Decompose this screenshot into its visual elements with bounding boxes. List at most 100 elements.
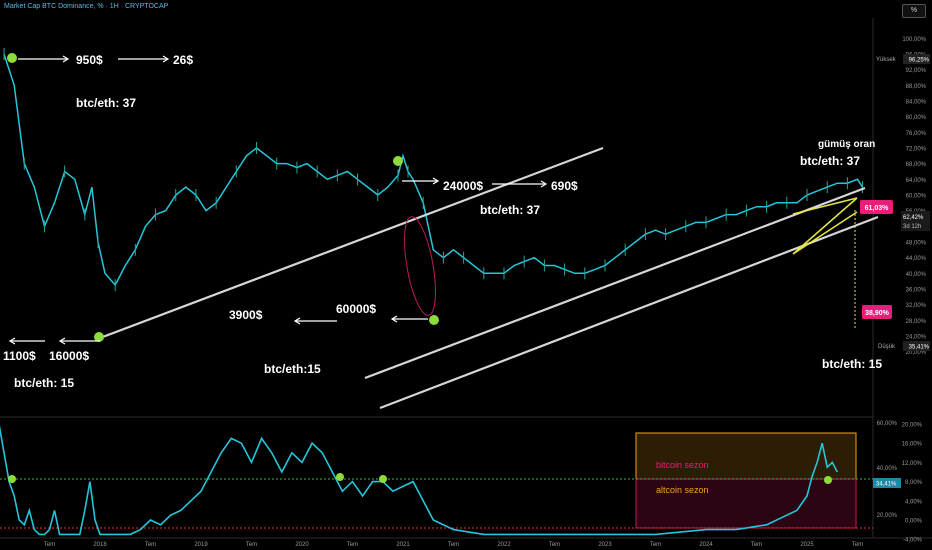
label-1100: 1100$ xyxy=(3,349,36,363)
y-tick-label: 88,00% xyxy=(906,84,927,90)
triangle-pattern xyxy=(792,197,858,255)
y-tick-label: 44,00% xyxy=(906,256,927,262)
osc-y-tick-label: 0,00% xyxy=(905,519,923,525)
altcoin-season-zone xyxy=(635,478,857,529)
bitcoin-season-label: bitcoin sezon xyxy=(656,460,709,470)
arrow-16000-head xyxy=(58,337,66,345)
cycle-marker xyxy=(7,53,17,63)
main-channel-bottom xyxy=(379,215,879,410)
osc-cycle-marker xyxy=(379,475,387,483)
silver-ratio-label: gümüş oran xyxy=(818,139,875,150)
y-tick-label: 36,00% xyxy=(906,287,927,293)
btc-dominance-line xyxy=(3,53,864,287)
label-26: 26$ xyxy=(173,53,193,67)
cycle-marker xyxy=(429,315,439,325)
upper-target-badge xyxy=(860,200,893,214)
x-tick-label: 2024 xyxy=(699,542,713,548)
high-label: Yüksek xyxy=(876,57,897,63)
high-value-box xyxy=(903,54,930,64)
label-690: 690$ xyxy=(551,179,578,193)
y-tick-label: 32,00% xyxy=(906,303,927,309)
y-tick-label: 84,00% xyxy=(906,99,927,105)
y-tick-label: 48,00% xyxy=(906,240,927,246)
low-value-box xyxy=(903,341,930,351)
arrow-24000-head xyxy=(432,177,440,185)
x-tick-label: 2020 xyxy=(295,542,309,548)
label-950: 950$ xyxy=(76,53,103,67)
osc-cycle-marker xyxy=(8,475,16,483)
label-3900: 3900$ xyxy=(229,308,263,322)
cycle-marker xyxy=(393,156,403,166)
main-channel-top xyxy=(364,186,866,380)
percent-scale-button[interactable]: % xyxy=(902,4,926,18)
ratio-15-left: btc/eth: 15 xyxy=(14,376,74,390)
osc-cycle-marker xyxy=(336,473,344,481)
osc-y-tick-label-right: 40,00% xyxy=(877,466,898,472)
y-tick-label: 68,00% xyxy=(906,162,927,168)
x-tick-label: Tem xyxy=(347,542,358,548)
y-tick-label: 28,00% xyxy=(906,319,927,325)
arrow-3900-head xyxy=(293,317,301,325)
arrow-60000-head xyxy=(390,315,398,323)
current-value: 62,42% xyxy=(903,215,924,221)
osc-current-value: 34,41% xyxy=(876,482,897,488)
low-label: Düşük xyxy=(878,344,896,350)
ratio-15-right: btc/eth: 15 xyxy=(822,357,882,371)
cycle-marker xyxy=(94,332,104,342)
y-tick-label: 80,00% xyxy=(906,115,927,121)
arrow-950-head xyxy=(62,55,70,63)
x-tick-label: Tem xyxy=(650,542,661,548)
x-tick-label: Tem xyxy=(852,542,863,548)
x-tick-label: 2019 xyxy=(194,542,208,548)
chart-title: Market Cap BTC Dominance, % · 1H · CRYPT… xyxy=(4,3,169,10)
x-tick-label: Tem xyxy=(246,542,257,548)
arrow-1100-head xyxy=(8,337,16,345)
high-value: 96,25% xyxy=(909,58,930,64)
label-16000: 16000$ xyxy=(49,349,89,363)
y-tick-label: 100,00% xyxy=(902,37,926,43)
altcoin-season-label: altcoin sezon xyxy=(656,485,709,495)
low-value: 35,41% xyxy=(909,345,930,351)
label-24000: 24000$ xyxy=(443,179,483,193)
oscillator-line xyxy=(0,425,839,536)
osc-cycle-marker xyxy=(824,476,832,484)
osc-y-tick-label: -4,00% xyxy=(903,538,923,544)
current-value-box xyxy=(901,211,930,231)
upper-target-value: 61,03% xyxy=(865,205,890,212)
y-tick-label: 76,00% xyxy=(906,131,927,137)
osc-y-tick-label: 20,00% xyxy=(902,423,923,429)
x-tick-label: Tem xyxy=(751,542,762,548)
x-tick-label: Tem xyxy=(145,542,156,548)
x-tick-label: 2025 xyxy=(800,542,814,548)
osc-y-tick-label: 16,00% xyxy=(902,442,923,448)
lower-target-badge xyxy=(862,305,892,319)
y-tick-label: 20,00% xyxy=(906,350,927,356)
label-60000: 60000$ xyxy=(336,302,376,316)
osc-y-tick-label: 12,00% xyxy=(902,461,923,467)
arrow-26-head xyxy=(162,55,170,63)
ratio-37-right: btc/eth: 37 xyxy=(800,154,860,168)
arrow-690-head xyxy=(540,180,548,188)
y-tick-label: 60,00% xyxy=(906,193,927,199)
y-tick-label: 24,00% xyxy=(906,334,927,340)
upper-trend-channel xyxy=(99,146,604,340)
x-tick-label: 2021 xyxy=(396,542,410,548)
y-tick-label: 64,00% xyxy=(906,178,927,184)
x-tick-label: Tem xyxy=(44,542,55,548)
highlight-ellipse xyxy=(404,216,436,316)
osc-y-tick-label-right: 20,00% xyxy=(877,513,898,519)
x-tick-label: 2018 xyxy=(93,542,107,548)
x-tick-label: Tem xyxy=(448,542,459,548)
ratio-37-top: btc/eth: 37 xyxy=(76,96,136,110)
countdown-value: 3d 12h xyxy=(903,224,921,230)
osc-y-tick-label: 8,00% xyxy=(905,480,923,486)
osc-current-value-box xyxy=(873,478,901,488)
bitcoin-season-zone xyxy=(635,432,857,480)
x-tick-label: 2022 xyxy=(497,542,511,548)
y-tick-label: 72,00% xyxy=(906,146,927,152)
ratio-15-mid: btc/eth:15 xyxy=(264,362,321,376)
ratio-37-mid: btc/eth: 37 xyxy=(480,203,540,217)
lower-target-value: 38,90% xyxy=(865,310,890,317)
